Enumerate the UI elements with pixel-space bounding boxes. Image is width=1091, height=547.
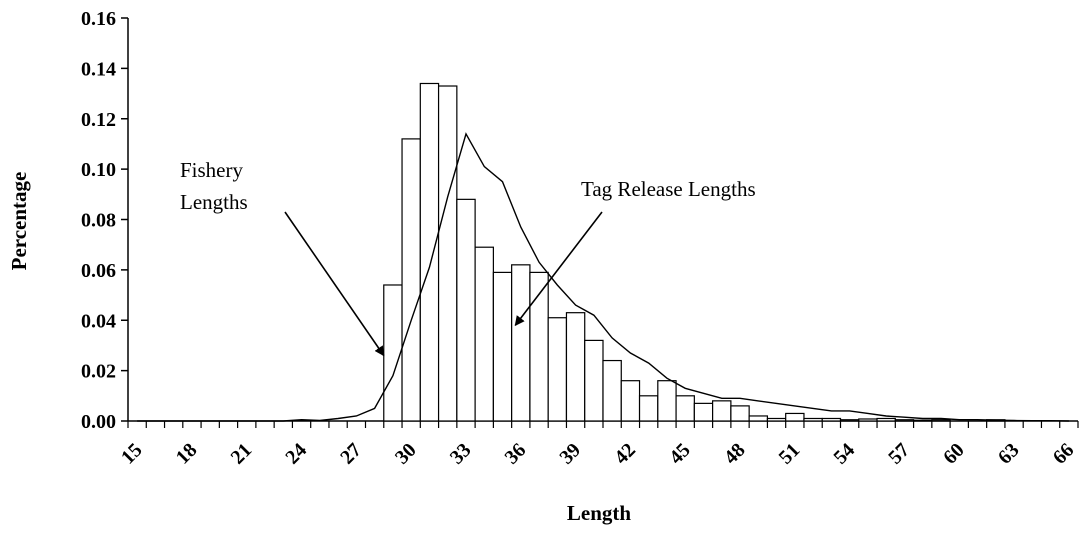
bar (839, 419, 860, 422)
x-tick-label: 48 (720, 439, 750, 469)
x-tick-label: 33 (446, 439, 476, 469)
bar (437, 85, 458, 422)
bar (730, 405, 750, 422)
bar (419, 82, 440, 422)
x-tick-label: 30 (391, 439, 421, 469)
x-tick-label: 18 (172, 439, 202, 469)
x-tick-label: 60 (939, 439, 969, 469)
x-tick-label: 24 (281, 439, 311, 469)
bar (712, 400, 732, 422)
annotation-arrow (284, 211, 385, 357)
x-tick-label: 54 (829, 439, 859, 469)
bar (511, 264, 531, 422)
bar (894, 419, 915, 422)
annotation-arrow (514, 211, 603, 327)
y-tick-label: 0.04 (81, 310, 116, 332)
x-tick-label: 39 (555, 439, 585, 469)
bar (565, 312, 586, 422)
y-tick-labels: 0.00 0.02 0.04 0.06 0.08 0.10 0.12 0.14 0.16 (81, 8, 116, 433)
x-tick-label: 21 (227, 439, 257, 469)
bar (474, 246, 494, 422)
bar (748, 415, 769, 422)
bar (492, 271, 513, 422)
y-tick-label: 0.06 (81, 260, 116, 282)
y-tick-label: 0.16 (81, 8, 116, 30)
y-tick-label: 0.14 (81, 58, 116, 80)
x-tick-label: 66 (1049, 439, 1079, 469)
bar (620, 380, 641, 422)
annotation-label: Lengths (180, 190, 248, 214)
annotation-label: Tag Release Lengths (581, 177, 756, 201)
x-tick-label: 45 (665, 439, 695, 469)
bar (638, 395, 659, 422)
y-tick-label: 0.08 (81, 210, 116, 232)
bar (931, 419, 951, 422)
y-tick-label: 0.10 (81, 159, 116, 181)
fishery-curve (137, 132, 1069, 422)
bar (821, 417, 842, 422)
bar (602, 359, 622, 422)
bar (401, 138, 421, 422)
bar (547, 317, 568, 422)
bar (657, 380, 677, 422)
x-tick-label: 42 (610, 439, 640, 469)
y-tick-label: 0.00 (81, 411, 116, 433)
y-tick-label: 0.02 (81, 361, 116, 383)
bar (876, 417, 896, 422)
bar (383, 284, 403, 422)
x-tick-label: 15 (117, 439, 147, 469)
x-tick-label: 63 (994, 439, 1024, 469)
y-tick-label: 0.12 (81, 109, 116, 131)
bar (912, 419, 933, 422)
bar (803, 417, 823, 422)
bar (584, 339, 604, 422)
bars (383, 82, 1006, 422)
bar (456, 198, 476, 422)
bar (785, 412, 805, 422)
bar (766, 417, 787, 422)
x-tick-label: 36 (501, 439, 531, 469)
x-tick-labels: 15 18 21 24 27 30 33 36 39 42 45 48 51 54 57 60 63 66 (117, 439, 1078, 469)
x-axis-title: Length (567, 501, 632, 525)
x-tick-label: 27 (336, 439, 366, 469)
bar (858, 418, 878, 422)
x-tick-label: 57 (884, 439, 914, 469)
y-axis-title: Percentage (7, 172, 31, 271)
fishery-line (137, 132, 1069, 422)
annotation-label: Fishery (180, 158, 244, 182)
bar (693, 402, 714, 422)
bar (675, 395, 695, 422)
annotations: Fishery Lengths Tag Release Lengths (180, 158, 756, 357)
x-tick-label: 51 (775, 439, 805, 469)
